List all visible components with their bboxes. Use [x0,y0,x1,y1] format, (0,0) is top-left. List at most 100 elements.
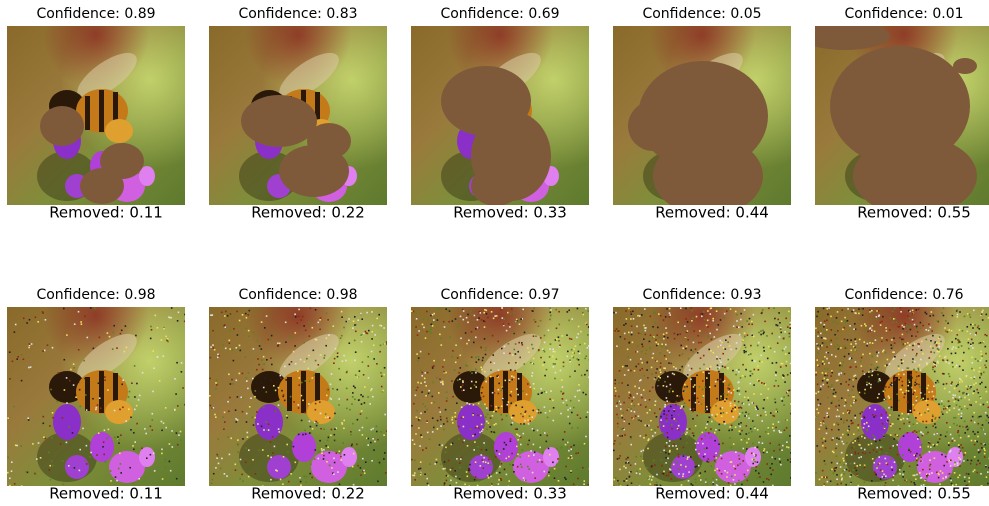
noise [636,471,638,473]
noise [972,431,974,433]
noise [532,472,534,474]
noise [413,311,415,313]
noise [779,336,781,338]
noise [779,456,781,458]
noise [902,476,904,478]
noise [835,396,837,398]
noise [649,341,651,343]
noise [754,461,756,463]
noise [741,439,743,441]
noise [297,322,299,324]
noise [350,434,352,436]
noise [890,344,892,346]
noise [736,326,738,328]
panel: Confidence: 0.01Removed: 0.55 [800,6,989,222]
noise [760,415,762,417]
noise [939,438,941,440]
noise [439,411,441,413]
noise [958,409,960,411]
noise [790,477,792,479]
noise [527,383,529,385]
noise [950,465,952,467]
noise [704,435,706,437]
noise [738,455,740,457]
noise [916,460,918,462]
noise [359,370,361,372]
noise [687,339,689,341]
noise [844,317,846,319]
noise [665,418,667,420]
noise [974,433,976,435]
noise [82,428,84,430]
noise [831,344,833,346]
figure: Confidence: 0.89Removed: 0.11Confidence:… [0,0,989,506]
noise [646,349,648,351]
noise [986,391,988,393]
noise [713,352,715,354]
noise [703,371,705,373]
noise [889,397,891,399]
noise [320,413,322,415]
noise [509,464,511,466]
noise [184,404,186,406]
noise [666,402,668,404]
noise [915,355,917,357]
noise [972,324,974,326]
noise [475,328,477,330]
noise [658,313,660,315]
noise [471,313,473,315]
noise [985,412,987,414]
noise [931,330,933,332]
noise [295,332,297,334]
noise [275,332,277,334]
noise [689,400,691,402]
noise [696,374,698,376]
noise [948,473,950,475]
noise [647,412,649,414]
noise [916,474,918,476]
noise [474,315,476,317]
noise [817,311,819,313]
noise [353,453,355,455]
noise [720,413,722,415]
noise [417,382,419,384]
noise [367,396,369,398]
noise [352,466,354,468]
noise [978,392,980,394]
noise [485,347,487,349]
noise [617,417,619,419]
noise [506,458,508,460]
noise [428,485,430,487]
noise [424,381,426,383]
noise [252,332,254,334]
noise [720,361,722,363]
noise [516,319,518,321]
noise [236,311,238,313]
noise [438,392,440,394]
noise [237,419,239,421]
noise [416,353,418,355]
noise [619,469,621,471]
noise [554,351,556,353]
noise [414,460,416,462]
noise [816,409,818,411]
noise [861,325,863,327]
noise [971,357,973,359]
noise [775,380,777,382]
noise [666,442,668,444]
noise [777,319,779,321]
noise [445,409,447,411]
noise [961,345,963,347]
noise [364,472,366,474]
noise [862,354,864,356]
noise [487,335,489,337]
noise [579,344,581,346]
noise [261,321,263,323]
noise [958,430,960,432]
noise [832,401,834,403]
noise [327,319,329,321]
noise [892,311,894,313]
noise [718,443,720,445]
noise [384,452,386,454]
noise [371,429,373,431]
